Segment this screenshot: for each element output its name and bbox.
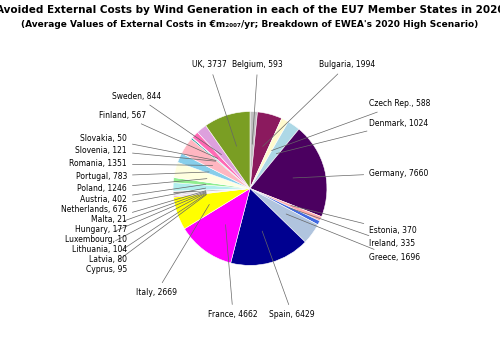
Text: Cyprus, 95: Cyprus, 95: [86, 195, 206, 274]
Wedge shape: [192, 132, 250, 188]
Wedge shape: [184, 188, 250, 263]
Text: (Average Values of External Costs in €m₂₀₀₇/yr; Breakdown of EWEA's 2020 High Sc: (Average Values of External Costs in €m₂…: [22, 20, 478, 29]
Text: Austria, 402: Austria, 402: [80, 184, 206, 204]
Text: Avoided External Costs by Wind Generation in each of the EU7 Member States in 20: Avoided External Costs by Wind Generatio…: [0, 5, 500, 15]
Wedge shape: [182, 139, 250, 188]
Text: Italy, 2669: Italy, 2669: [136, 204, 210, 297]
Wedge shape: [174, 188, 250, 229]
Text: Finland, 567: Finland, 567: [99, 111, 218, 158]
Text: Malta, 21: Malta, 21: [91, 191, 206, 224]
Text: Luxembourg, 10: Luxembourg, 10: [65, 192, 206, 244]
Text: Portugal, 783: Portugal, 783: [76, 172, 209, 181]
Text: Latvia, 80: Latvia, 80: [89, 194, 206, 264]
Wedge shape: [206, 112, 250, 188]
Text: Slovenia, 121: Slovenia, 121: [76, 145, 216, 161]
Wedge shape: [250, 118, 288, 188]
Text: Spain, 6429: Spain, 6429: [262, 231, 315, 319]
Wedge shape: [250, 188, 320, 225]
Wedge shape: [250, 188, 322, 221]
Wedge shape: [174, 188, 250, 196]
Wedge shape: [174, 162, 250, 188]
Text: Belgium, 593: Belgium, 593: [232, 60, 283, 144]
Wedge shape: [173, 188, 250, 195]
Text: Bulgaria, 1994: Bulgaria, 1994: [262, 60, 376, 146]
Text: Denmark, 1024: Denmark, 1024: [276, 118, 428, 154]
Wedge shape: [178, 153, 250, 188]
Wedge shape: [250, 129, 327, 217]
Wedge shape: [230, 188, 306, 265]
Wedge shape: [173, 188, 250, 194]
Text: Lithuania, 104: Lithuania, 104: [72, 193, 206, 254]
Text: Netherlands, 676: Netherlands, 676: [60, 188, 206, 214]
Text: Romania, 1351: Romania, 1351: [70, 159, 212, 168]
Text: Hungary, 177: Hungary, 177: [75, 192, 206, 234]
Wedge shape: [174, 188, 250, 197]
Text: Poland, 1246: Poland, 1246: [77, 179, 207, 193]
Text: Ireland, 335: Ireland, 335: [290, 208, 416, 248]
Wedge shape: [250, 122, 299, 188]
Text: Czech Rep., 588: Czech Rep., 588: [272, 99, 430, 150]
Text: UK, 3737: UK, 3737: [192, 60, 236, 146]
Wedge shape: [250, 188, 318, 242]
Wedge shape: [250, 112, 282, 188]
Wedge shape: [198, 126, 250, 188]
Wedge shape: [173, 182, 250, 191]
Wedge shape: [191, 138, 250, 188]
Wedge shape: [250, 112, 258, 188]
Text: France, 4662: France, 4662: [208, 225, 258, 319]
Text: Estonia, 370: Estonia, 370: [291, 206, 417, 235]
Text: Sweden, 844: Sweden, 844: [112, 92, 222, 155]
Text: Greece, 1696: Greece, 1696: [286, 214, 420, 262]
Wedge shape: [173, 188, 250, 191]
Wedge shape: [173, 188, 250, 194]
Text: Slovakia, 50: Slovakia, 50: [80, 134, 216, 160]
Wedge shape: [192, 137, 250, 188]
Text: Germany, 7660: Germany, 7660: [293, 169, 428, 178]
Wedge shape: [174, 177, 250, 188]
